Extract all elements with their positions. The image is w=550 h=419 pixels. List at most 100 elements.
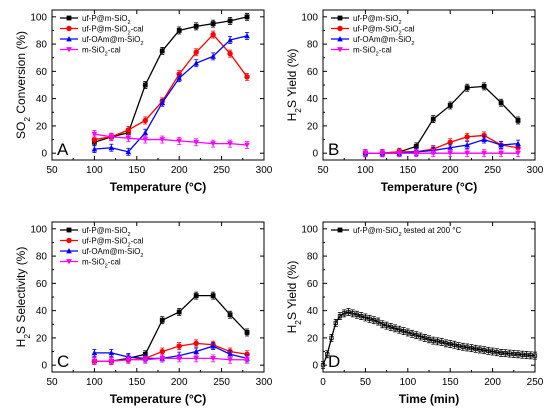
x-tick-label: 50 [360, 377, 372, 388]
data-point [125, 127, 132, 133]
data-point [176, 355, 182, 362]
data-point [210, 343, 216, 349]
data-point [329, 335, 334, 341]
data-point [464, 134, 470, 140]
legend-marker [337, 47, 343, 53]
panel-letter: D [328, 352, 340, 371]
y-tick-label: 100 [301, 224, 318, 235]
data-point [503, 351, 508, 356]
data-point [413, 150, 420, 157]
data-point [447, 103, 453, 108]
legend-marker [66, 36, 72, 42]
data-point [473, 346, 478, 351]
data-point [515, 118, 521, 123]
data-point [515, 140, 521, 147]
data-point [367, 316, 372, 321]
legend-label: m-SiO2-cal [82, 46, 121, 58]
data-point [486, 348, 491, 353]
data-point [142, 351, 148, 357]
data-point [456, 343, 461, 349]
legend-marker [337, 36, 343, 42]
data-point [108, 349, 115, 356]
legend-marker [66, 237, 72, 244]
data-point [244, 74, 250, 80]
data-point [159, 355, 166, 362]
data-point [528, 353, 533, 358]
y-tick-label: 60 [307, 67, 319, 78]
data-point [333, 320, 338, 326]
data-point [227, 50, 233, 57]
data-point [465, 345, 470, 350]
data-point [498, 350, 504, 356]
y-tick-label: 100 [30, 224, 47, 235]
x-tick-label: 200 [171, 165, 188, 176]
x-tick-label: 300 [527, 165, 544, 176]
legend-marker [66, 259, 72, 265]
data-point [481, 150, 487, 157]
legend-label: uf-OAm@m-SiO2 [82, 247, 143, 259]
data-point [227, 351, 233, 357]
data-point [244, 32, 250, 39]
legend-label: m-SiO2-cal [353, 46, 392, 58]
data-point [108, 358, 115, 365]
data-point [515, 150, 521, 157]
data-point [244, 357, 250, 363]
x-tick-label: 150 [399, 165, 416, 176]
data-point [125, 135, 132, 142]
chart-panel-b: 50 100 150 200 250 300 0 20 40 60 80 100 Temperature… [285, 9, 544, 194]
x-tick-label: 250 [213, 165, 230, 176]
series-line [365, 134, 519, 154]
data-point [371, 318, 376, 323]
data-point [142, 357, 149, 363]
data-point [448, 341, 453, 347]
data-point [447, 150, 453, 157]
data-point [397, 327, 402, 332]
data-point [227, 141, 233, 147]
data-point [108, 134, 115, 140]
y-tick-label: 60 [36, 279, 48, 290]
series-line [94, 33, 248, 141]
x-tick-label: 100 [357, 165, 374, 176]
y-tick-label: 40 [36, 306, 48, 317]
x-tick-label: 50 [46, 377, 58, 388]
y-axis-title: SO2 Conversion (%) [14, 31, 32, 139]
y-axis-title: H2S Yield (%) [285, 261, 303, 334]
x-tick-label: 300 [256, 165, 273, 176]
data-point [469, 346, 474, 351]
data-point [350, 311, 355, 316]
data-point [210, 21, 216, 27]
data-point [342, 311, 347, 316]
legend: uf-P@m-SiO2uf-P@m-SiO2-caluf-OAm@m-SiO2m… [60, 14, 144, 58]
data-point [108, 144, 115, 151]
data-point [405, 330, 410, 335]
data-point [244, 330, 250, 335]
data-point [159, 99, 166, 106]
series-line [94, 133, 248, 146]
x-tick-label: 150 [442, 377, 459, 388]
data-point [422, 335, 427, 341]
y-tick-label: 80 [307, 40, 319, 51]
x-axis-title: Temperature (°C) [110, 392, 207, 406]
legend-label: m-SiO2-cal [82, 258, 121, 270]
data-point [91, 131, 98, 138]
y-tick-label: 20 [36, 121, 48, 132]
y-tick-label: 20 [307, 333, 319, 344]
data-point [193, 293, 199, 299]
x-tick-label: 250 [484, 165, 501, 176]
data-point [244, 351, 250, 357]
data-point [392, 326, 398, 331]
data-point [325, 352, 330, 357]
x-axis-title: Time (min) [399, 392, 459, 406]
data-point [439, 339, 444, 345]
x-tick-label: 150 [128, 377, 145, 388]
data-point [359, 313, 364, 319]
series-line [94, 294, 248, 362]
panel-letter: A [57, 140, 69, 159]
data-point [379, 150, 386, 157]
y-tick-label: 40 [307, 306, 319, 317]
y-tick-label: 60 [307, 279, 319, 290]
data-point [176, 71, 182, 77]
data-point [447, 139, 453, 145]
plot-frame [322, 221, 536, 373]
